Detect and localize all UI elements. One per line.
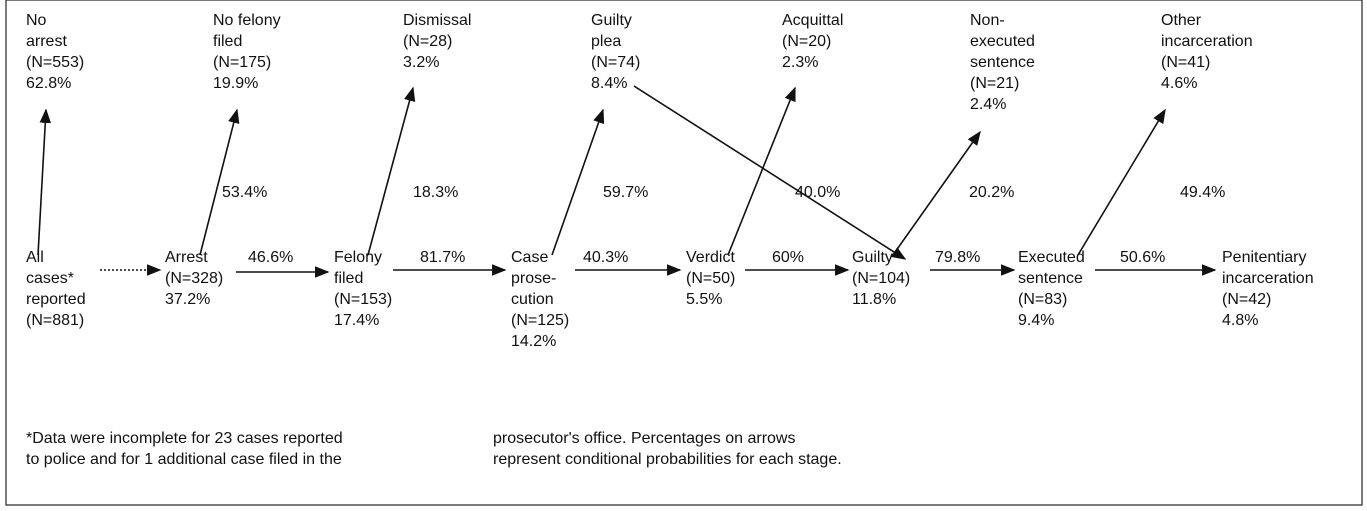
arrows bbox=[37, 85, 1217, 278]
arrow bbox=[199, 108, 240, 256]
bottom-node-line: incarceration bbox=[1222, 270, 1314, 287]
top-node-line: 19.9% bbox=[213, 75, 258, 92]
flow-label: 79.8% bbox=[935, 249, 980, 266]
branch-label: 40.0% bbox=[795, 184, 840, 201]
bottom-node-line: cution bbox=[511, 291, 554, 308]
top-node-line: 62.8% bbox=[26, 75, 71, 92]
bottom-node-line: 17.4% bbox=[334, 312, 379, 329]
bottom-node-line: prose- bbox=[511, 270, 556, 287]
top-node-line: (N=20) bbox=[782, 33, 831, 50]
bottom-node-line: (N=328) bbox=[165, 270, 223, 287]
footnote-line: *Data were incomplete for 23 cases repor… bbox=[26, 430, 343, 447]
top-node-line: No bbox=[26, 12, 47, 29]
top-node-line: No felony bbox=[213, 12, 281, 29]
branch-label: 53.4% bbox=[222, 184, 267, 201]
bottom-node-line: Verdict bbox=[686, 249, 735, 266]
bottom-node-line: Arrest bbox=[165, 249, 208, 266]
bottom-node-line: Penitentiary bbox=[1222, 249, 1307, 266]
top-node-line: 2.4% bbox=[970, 96, 1006, 113]
top-node-line: arrest bbox=[26, 33, 67, 50]
bottom-node-line: Case bbox=[511, 249, 548, 266]
top-node-line: Dismissal bbox=[403, 12, 471, 29]
arrow bbox=[633, 85, 907, 260]
footnote-line: represent conditional probabilities for … bbox=[493, 451, 842, 468]
bottom-node-line: (N=42) bbox=[1222, 291, 1271, 308]
bottom-node-line: All bbox=[26, 249, 44, 266]
flow-label: 81.7% bbox=[420, 249, 465, 266]
arrow bbox=[37, 108, 52, 256]
top-node-line: plea bbox=[591, 33, 621, 50]
bottom-node-line: reported bbox=[26, 291, 86, 308]
arrow bbox=[1077, 108, 1166, 256]
top-node-line: 2.3% bbox=[782, 54, 818, 71]
top-node-line: Other bbox=[1161, 12, 1202, 29]
branch-label: 59.7% bbox=[603, 184, 648, 201]
bottom-node-line: 14.2% bbox=[511, 333, 556, 350]
top-node-line: Guilty bbox=[591, 12, 632, 29]
bottom-node-line: 9.4% bbox=[1018, 312, 1054, 329]
flow-label: 50.6% bbox=[1120, 249, 1165, 266]
flow-label: 60% bbox=[772, 249, 804, 266]
top-node-line: Acquittal bbox=[782, 12, 843, 29]
arrow bbox=[367, 86, 416, 256]
bottom-node-line: Guilty bbox=[852, 249, 893, 266]
branch-label: 20.2% bbox=[969, 184, 1014, 201]
top-node-line: executed bbox=[970, 33, 1035, 50]
top-node-line: sentence bbox=[970, 54, 1035, 71]
top-node-line: (N=28) bbox=[403, 33, 452, 50]
flow-label: 40.3% bbox=[583, 249, 628, 266]
top-node-line: (N=41) bbox=[1161, 54, 1210, 71]
top-node-line: Non- bbox=[970, 12, 1005, 29]
top-node-line: (N=553) bbox=[26, 54, 84, 71]
bottom-node-line: 5.5% bbox=[686, 291, 722, 308]
top-node-line: (N=21) bbox=[970, 75, 1019, 92]
arrow bbox=[551, 108, 605, 256]
bottom-node-line: 11.8% bbox=[852, 291, 896, 308]
bottom-node-line: (N=104) bbox=[852, 270, 910, 287]
bottom-node-line: Executed bbox=[1018, 249, 1085, 266]
top-node-line: 3.2% bbox=[403, 54, 439, 71]
bottom-node-line: cases* bbox=[26, 270, 74, 287]
arrow bbox=[727, 86, 796, 256]
branch-label: 18.3% bbox=[413, 184, 458, 201]
bottom-node-line: Felony bbox=[334, 249, 382, 266]
flow-label: 46.6% bbox=[248, 249, 293, 266]
top-node-line: (N=74) bbox=[591, 54, 640, 71]
bottom-node-line: (N=881) bbox=[26, 312, 84, 329]
frame bbox=[5, 0, 1363, 506]
bottom-node-line: (N=50) bbox=[686, 270, 735, 287]
bottom-node-line: (N=153) bbox=[334, 291, 392, 308]
bottom-node-line: filed bbox=[334, 270, 363, 287]
branch-label: 49.4% bbox=[1180, 184, 1225, 201]
bottom-node-line: 4.8% bbox=[1222, 312, 1258, 329]
bottom-node-line: 37.2% bbox=[165, 291, 210, 308]
top-node-line: 8.4% bbox=[591, 75, 627, 92]
top-node-line: (N=175) bbox=[213, 54, 271, 71]
bottom-node-line: (N=83) bbox=[1018, 291, 1067, 308]
top-node-line: filed bbox=[213, 33, 242, 50]
arrow bbox=[892, 130, 981, 256]
footnote-line: prosecutor's office. Percentages on arro… bbox=[493, 430, 795, 447]
bottom-node-line: (N=125) bbox=[511, 312, 569, 329]
bottom-node-line: sentence bbox=[1018, 270, 1083, 287]
top-node-line: 4.6% bbox=[1161, 75, 1197, 92]
top-node-line: incarceration bbox=[1161, 33, 1253, 50]
footnote-line: to police and for 1 additional case file… bbox=[26, 451, 342, 468]
